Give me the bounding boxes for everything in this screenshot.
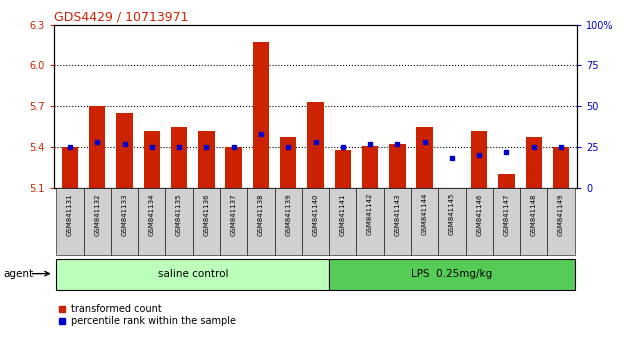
Text: LPS  0.25mg/kg: LPS 0.25mg/kg: [411, 269, 493, 279]
Text: GSM841136: GSM841136: [203, 193, 209, 236]
Text: GSM841131: GSM841131: [67, 193, 73, 236]
Text: GSM841145: GSM841145: [449, 193, 455, 235]
Text: saline control: saline control: [158, 269, 228, 279]
Text: GSM841148: GSM841148: [531, 193, 537, 235]
Bar: [466, 188, 493, 255]
Bar: [302, 188, 329, 255]
Bar: [56, 188, 84, 255]
Bar: [362, 145, 378, 188]
Bar: [471, 131, 487, 188]
Bar: [89, 106, 105, 188]
Text: GSM841139: GSM841139: [285, 193, 292, 236]
Bar: [138, 188, 165, 255]
Text: GSM841144: GSM841144: [422, 193, 428, 235]
Text: GSM841135: GSM841135: [176, 193, 182, 235]
Text: GSM841132: GSM841132: [94, 193, 100, 235]
Text: GSM841147: GSM841147: [504, 193, 509, 235]
Bar: [171, 126, 187, 188]
Bar: [247, 188, 274, 255]
Bar: [520, 188, 547, 255]
Text: GSM841140: GSM841140: [312, 193, 319, 235]
Text: GDS4429 / 10713971: GDS4429 / 10713971: [54, 11, 188, 24]
Bar: [165, 188, 192, 255]
Text: agent: agent: [3, 269, 33, 279]
Bar: [116, 113, 133, 188]
Bar: [220, 188, 247, 255]
Bar: [192, 188, 220, 255]
Bar: [439, 188, 466, 255]
Bar: [329, 188, 357, 255]
Bar: [62, 147, 78, 188]
Bar: [56, 259, 329, 290]
Bar: [357, 188, 384, 255]
Text: GSM841146: GSM841146: [476, 193, 482, 235]
Text: GSM841137: GSM841137: [231, 193, 237, 236]
Bar: [384, 188, 411, 255]
Text: GSM841134: GSM841134: [149, 193, 155, 235]
Bar: [274, 188, 302, 255]
Bar: [198, 131, 215, 188]
Bar: [329, 259, 575, 290]
Text: GSM841149: GSM841149: [558, 193, 564, 235]
Legend: transformed count, percentile rank within the sample: transformed count, percentile rank withi…: [59, 304, 236, 326]
Text: GSM841143: GSM841143: [394, 193, 400, 235]
Bar: [493, 188, 520, 255]
Bar: [111, 188, 138, 255]
Bar: [225, 147, 242, 188]
Bar: [334, 150, 351, 188]
Text: GSM841138: GSM841138: [258, 193, 264, 236]
Bar: [144, 131, 160, 188]
Bar: [84, 188, 111, 255]
Bar: [526, 137, 542, 188]
Text: GSM841141: GSM841141: [339, 193, 346, 235]
Bar: [253, 42, 269, 188]
Bar: [389, 144, 406, 188]
Text: GSM841142: GSM841142: [367, 193, 373, 235]
Bar: [498, 174, 515, 188]
Bar: [307, 102, 324, 188]
Bar: [411, 188, 439, 255]
Bar: [553, 147, 569, 188]
Text: GSM841133: GSM841133: [122, 193, 127, 236]
Bar: [280, 137, 297, 188]
Bar: [547, 188, 575, 255]
Bar: [416, 126, 433, 188]
